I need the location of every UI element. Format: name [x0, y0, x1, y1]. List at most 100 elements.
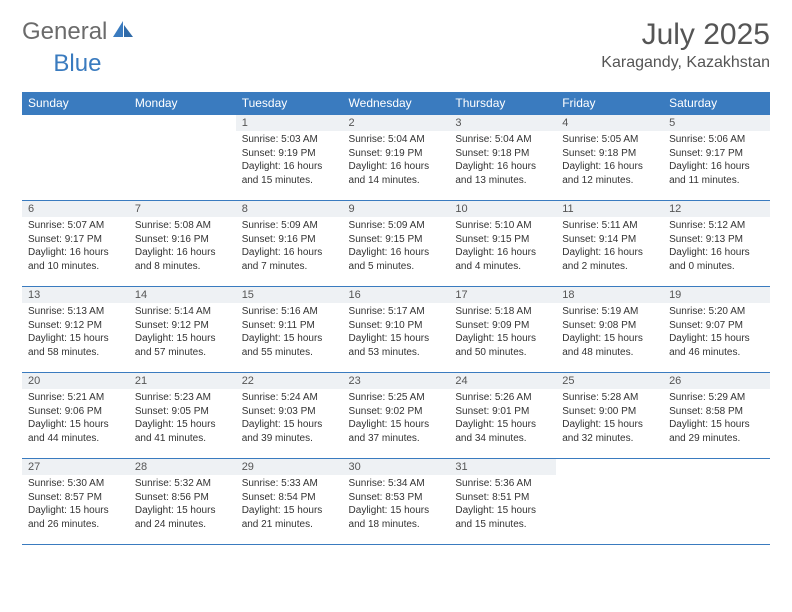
day-number: 24: [449, 373, 556, 389]
location-label: Karagandy, Kazakhstan: [601, 54, 770, 72]
day-details: Sunrise: 5:09 AMSunset: 9:16 PMDaylight:…: [236, 217, 343, 277]
calendar-cell: 17Sunrise: 5:18 AMSunset: 9:09 PMDayligh…: [449, 287, 556, 373]
month-title: July 2025: [601, 18, 770, 52]
day-details: Sunrise: 5:23 AMSunset: 9:05 PMDaylight:…: [129, 389, 236, 449]
day-number: 28: [129, 459, 236, 475]
calendar-week-row: 13Sunrise: 5:13 AMSunset: 9:12 PMDayligh…: [22, 287, 770, 373]
day-number: 29: [236, 459, 343, 475]
day-details: Sunrise: 5:24 AMSunset: 9:03 PMDaylight:…: [236, 389, 343, 449]
day-number: 26: [663, 373, 770, 389]
day-number: 27: [22, 459, 129, 475]
day-details: Sunrise: 5:17 AMSunset: 9:10 PMDaylight:…: [343, 303, 450, 363]
day-details: Sunrise: 5:04 AMSunset: 9:18 PMDaylight:…: [449, 131, 556, 191]
calendar-cell: 2Sunrise: 5:04 AMSunset: 9:19 PMDaylight…: [343, 115, 450, 201]
day-details: Sunrise: 5:32 AMSunset: 8:56 PMDaylight:…: [129, 475, 236, 535]
logo: General: [22, 18, 137, 46]
day-number: 20: [22, 373, 129, 389]
day-details: Sunrise: 5:29 AMSunset: 8:58 PMDaylight:…: [663, 389, 770, 449]
calendar-table: SundayMondayTuesdayWednesdayThursdayFrid…: [22, 92, 770, 545]
day-details: Sunrise: 5:28 AMSunset: 9:00 PMDaylight:…: [556, 389, 663, 449]
calendar-cell: 14Sunrise: 5:14 AMSunset: 9:12 PMDayligh…: [129, 287, 236, 373]
calendar-cell: 7Sunrise: 5:08 AMSunset: 9:16 PMDaylight…: [129, 201, 236, 287]
day-number: 16: [343, 287, 450, 303]
day-number: 9: [343, 201, 450, 217]
day-number: 11: [556, 201, 663, 217]
day-details: Sunrise: 5:09 AMSunset: 9:15 PMDaylight:…: [343, 217, 450, 277]
calendar-cell: 30Sunrise: 5:34 AMSunset: 8:53 PMDayligh…: [343, 459, 450, 545]
calendar-cell: 23Sunrise: 5:25 AMSunset: 9:02 PMDayligh…: [343, 373, 450, 459]
day-details: Sunrise: 5:36 AMSunset: 8:51 PMDaylight:…: [449, 475, 556, 535]
day-number: 5: [663, 115, 770, 131]
day-header: Tuesday: [236, 92, 343, 115]
calendar-cell: 20Sunrise: 5:21 AMSunset: 9:06 PMDayligh…: [22, 373, 129, 459]
calendar-cell: [129, 115, 236, 201]
day-details: Sunrise: 5:16 AMSunset: 9:11 PMDaylight:…: [236, 303, 343, 363]
day-header: Friday: [556, 92, 663, 115]
day-header: Monday: [129, 92, 236, 115]
day-header: Sunday: [22, 92, 129, 115]
calendar-week-row: 27Sunrise: 5:30 AMSunset: 8:57 PMDayligh…: [22, 459, 770, 545]
day-number: 25: [556, 373, 663, 389]
calendar-cell: 10Sunrise: 5:10 AMSunset: 9:15 PMDayligh…: [449, 201, 556, 287]
logo-text-1: General: [22, 18, 107, 46]
day-details: Sunrise: 5:11 AMSunset: 9:14 PMDaylight:…: [556, 217, 663, 277]
calendar-cell: 13Sunrise: 5:13 AMSunset: 9:12 PMDayligh…: [22, 287, 129, 373]
logo-text-2: Blue: [53, 50, 101, 78]
day-details: Sunrise: 5:04 AMSunset: 9:19 PMDaylight:…: [343, 131, 450, 191]
day-details: Sunrise: 5:26 AMSunset: 9:01 PMDaylight:…: [449, 389, 556, 449]
day-number: 15: [236, 287, 343, 303]
calendar-cell: 25Sunrise: 5:28 AMSunset: 9:00 PMDayligh…: [556, 373, 663, 459]
day-number: 18: [556, 287, 663, 303]
calendar-cell: [556, 459, 663, 545]
day-number: 21: [129, 373, 236, 389]
day-number: 22: [236, 373, 343, 389]
day-details: Sunrise: 5:12 AMSunset: 9:13 PMDaylight:…: [663, 217, 770, 277]
day-number: 6: [22, 201, 129, 217]
calendar-cell: 3Sunrise: 5:04 AMSunset: 9:18 PMDaylight…: [449, 115, 556, 201]
calendar-cell: 16Sunrise: 5:17 AMSunset: 9:10 PMDayligh…: [343, 287, 450, 373]
day-details: Sunrise: 5:05 AMSunset: 9:18 PMDaylight:…: [556, 131, 663, 191]
day-details: Sunrise: 5:19 AMSunset: 9:08 PMDaylight:…: [556, 303, 663, 363]
day-number: 7: [129, 201, 236, 217]
day-number: 3: [449, 115, 556, 131]
day-number: 23: [343, 373, 450, 389]
day-number: 8: [236, 201, 343, 217]
calendar-cell: 15Sunrise: 5:16 AMSunset: 9:11 PMDayligh…: [236, 287, 343, 373]
calendar-cell: 9Sunrise: 5:09 AMSunset: 9:15 PMDaylight…: [343, 201, 450, 287]
day-details: Sunrise: 5:06 AMSunset: 9:17 PMDaylight:…: [663, 131, 770, 191]
day-details: Sunrise: 5:10 AMSunset: 9:15 PMDaylight:…: [449, 217, 556, 277]
calendar-cell: 6Sunrise: 5:07 AMSunset: 9:17 PMDaylight…: [22, 201, 129, 287]
calendar-cell: 1Sunrise: 5:03 AMSunset: 9:19 PMDaylight…: [236, 115, 343, 201]
calendar-cell: 8Sunrise: 5:09 AMSunset: 9:16 PMDaylight…: [236, 201, 343, 287]
calendar-cell: 18Sunrise: 5:19 AMSunset: 9:08 PMDayligh…: [556, 287, 663, 373]
day-header-row: SundayMondayTuesdayWednesdayThursdayFrid…: [22, 92, 770, 115]
calendar-cell: 31Sunrise: 5:36 AMSunset: 8:51 PMDayligh…: [449, 459, 556, 545]
day-details: Sunrise: 5:03 AMSunset: 9:19 PMDaylight:…: [236, 131, 343, 191]
day-details: Sunrise: 5:18 AMSunset: 9:09 PMDaylight:…: [449, 303, 556, 363]
calendar-cell: 28Sunrise: 5:32 AMSunset: 8:56 PMDayligh…: [129, 459, 236, 545]
day-number: 12: [663, 201, 770, 217]
day-number: 10: [449, 201, 556, 217]
calendar-week-row: 1Sunrise: 5:03 AMSunset: 9:19 PMDaylight…: [22, 115, 770, 201]
calendar-cell: 26Sunrise: 5:29 AMSunset: 8:58 PMDayligh…: [663, 373, 770, 459]
day-details: Sunrise: 5:21 AMSunset: 9:06 PMDaylight:…: [22, 389, 129, 449]
day-number: 14: [129, 287, 236, 303]
day-number: 19: [663, 287, 770, 303]
day-details: Sunrise: 5:30 AMSunset: 8:57 PMDaylight:…: [22, 475, 129, 535]
calendar-cell: [22, 115, 129, 201]
day-number: 31: [449, 459, 556, 475]
calendar-cell: 24Sunrise: 5:26 AMSunset: 9:01 PMDayligh…: [449, 373, 556, 459]
day-details: Sunrise: 5:07 AMSunset: 9:17 PMDaylight:…: [22, 217, 129, 277]
calendar-cell: 19Sunrise: 5:20 AMSunset: 9:07 PMDayligh…: [663, 287, 770, 373]
calendar-cell: 5Sunrise: 5:06 AMSunset: 9:17 PMDaylight…: [663, 115, 770, 201]
day-details: Sunrise: 5:13 AMSunset: 9:12 PMDaylight:…: [22, 303, 129, 363]
day-number: 4: [556, 115, 663, 131]
day-header: Thursday: [449, 92, 556, 115]
calendar-cell: 11Sunrise: 5:11 AMSunset: 9:14 PMDayligh…: [556, 201, 663, 287]
day-number: 1: [236, 115, 343, 131]
day-number: 2: [343, 115, 450, 131]
calendar-cell: 21Sunrise: 5:23 AMSunset: 9:05 PMDayligh…: [129, 373, 236, 459]
calendar-cell: 29Sunrise: 5:33 AMSunset: 8:54 PMDayligh…: [236, 459, 343, 545]
calendar-week-row: 20Sunrise: 5:21 AMSunset: 9:06 PMDayligh…: [22, 373, 770, 459]
logo-sail-icon: [113, 18, 135, 46]
